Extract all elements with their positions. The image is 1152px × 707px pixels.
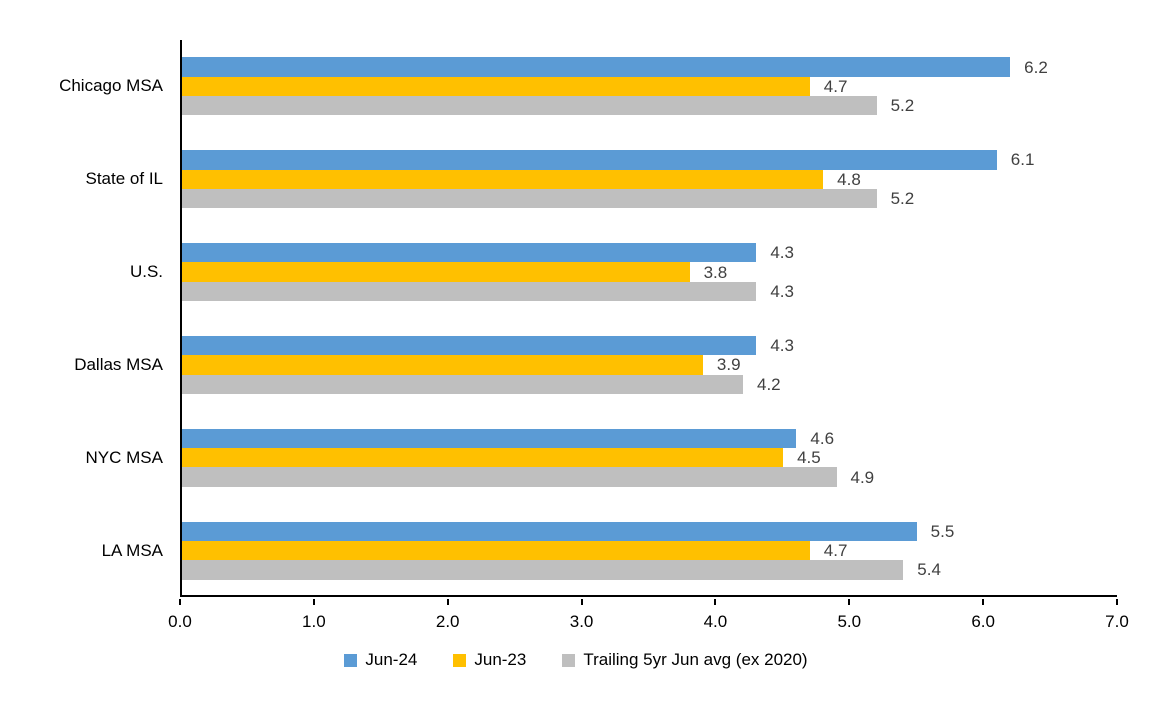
bar-value-label: 4.3 [770,243,794,263]
x-axis-tick [1116,599,1118,605]
x-axis-tick-label: 6.0 [971,612,995,631]
bar [182,335,757,356]
bar [182,96,877,116]
legend-item: Jun-24 [344,650,417,670]
bar-row: 6.1 [182,150,1117,170]
bar [182,540,810,561]
x-axis-tick [446,599,449,605]
category-label: U.S. [129,262,163,282]
bar-value-label: 6.1 [1010,150,1035,170]
x-axis-tick-label: 1.0 [302,612,326,631]
bar-value-label: 4.7 [823,541,848,561]
bar-value-label: 3.9 [716,355,741,375]
bar [182,448,784,468]
x-axis-tick-label: 2.0 [435,612,460,631]
bar-value-label: 4.5 [797,448,821,468]
x-axis-tick-label: 7.0 [1105,612,1129,631]
bar [182,428,797,449]
bar [182,281,757,302]
x-axis-tick [580,599,583,605]
bar-row: 6.2 [182,57,1117,77]
x-axis-tick-label: 5.0 [837,612,862,631]
bar-group: 4.6 4.5 4.9 [182,411,1117,504]
plot-area: 6.2 4.7 5.2 6.1 4.8 5.2 4.3 3.8 4.3 4.3 3.9 4.2 4.6 4… [180,40,1117,597]
bar-group: 6.2 4.7 5.2 [182,40,1117,133]
bar [182,355,703,375]
bar-row: 4.7 [182,76,1117,97]
bar [182,521,917,541]
x-axis-tick [179,599,181,605]
bar-group: 4.3 3.9 4.2 [182,318,1117,411]
bar-row: 4.6 [182,428,1117,449]
x-axis-tick-label: 0.0 [168,612,192,631]
bar-value-label: 4.8 [837,169,861,189]
bar-row: 4.9 [182,467,1117,487]
legend-marker-swatch [344,653,358,667]
bar-row: 4.3 [182,281,1117,302]
x-axis-tick [848,599,851,605]
legend: Jun-24 Jun-23 Trailing 5yr Jun avg (ex 202… [0,650,1152,670]
bar-value-label: 5.4 [917,560,941,580]
legend-item: Trailing 5yr Jun avg (ex 2020) [562,650,808,670]
bar-row: 5.2 [182,188,1117,209]
bar-value-label: 5.5 [930,521,955,541]
legend-marker-swatch [562,653,576,667]
bar [182,374,743,394]
legend-label: Trailing 5yr Jun avg (ex 2020) [583,650,808,669]
bar-value-label: 6.2 [1024,57,1048,77]
category-label: Dallas MSA [74,354,163,374]
legend-marker-swatch [453,653,467,667]
bar-value-label: 5.2 [890,96,915,116]
bar-row: 5.2 [182,96,1117,116]
bar [182,169,824,189]
bar [182,467,837,487]
category-axis-labels: Chicago MSA State of IL U.S. Dallas MSA NYC … [0,40,163,597]
bar-row: 4.8 [182,169,1117,189]
bar-row: 5.4 [182,560,1117,580]
bar-value-label: 4.9 [850,467,875,487]
bar-row: 5.5 [182,521,1117,541]
bar-row: 4.3 [182,243,1117,263]
x-axis-tick-label: 4.0 [703,612,728,631]
bar [182,188,877,209]
bar-row: 3.9 [182,355,1117,375]
bar-value-label: 4.3 [770,281,794,301]
bar-row: 3.8 [182,262,1117,282]
bar [182,560,904,580]
bar-row: 4.7 [182,540,1117,561]
bar [182,262,690,282]
x-axis-tick [714,599,717,605]
legend-item: Jun-23 [453,650,526,670]
bar [182,57,1011,77]
bar-row: 4.5 [182,448,1117,468]
legend-label: Jun-23 [474,650,527,669]
bar-value-label: 4.2 [757,374,781,394]
bar [182,243,757,263]
category-label: Chicago MSA [59,76,163,96]
category-label: LA MSA [101,540,163,560]
bar-row: 4.3 [182,335,1117,356]
bar-group: 4.3 3.8 4.3 [182,226,1117,319]
bar [182,150,997,170]
x-axis-tick [312,599,315,605]
bar-value-label: 3.8 [703,262,728,282]
bar-row: 4.2 [182,374,1117,394]
bar-value-label: 4.7 [823,76,848,96]
bar-group: 6.1 4.8 5.2 [182,133,1117,226]
bar [182,76,810,97]
x-axis-tick [982,599,985,605]
legend-label: Jun-24 [365,650,418,669]
category-label: State of IL [85,169,164,189]
category-label: NYC MSA [85,447,163,467]
bar-value-label: 4.6 [810,428,835,448]
x-axis-tick-label: 3.0 [569,612,594,631]
bar-value-label: 5.2 [890,189,915,209]
bar-value-label: 4.3 [770,336,794,356]
x-axis-tick-labels: 0.0 1.0 2.0 3.0 4.0 5.0 6.0 7.0 [168,612,1129,634]
bar-group: 5.5 4.7 5.4 [182,504,1117,597]
x-axis-tick-marks [179,599,1118,605]
